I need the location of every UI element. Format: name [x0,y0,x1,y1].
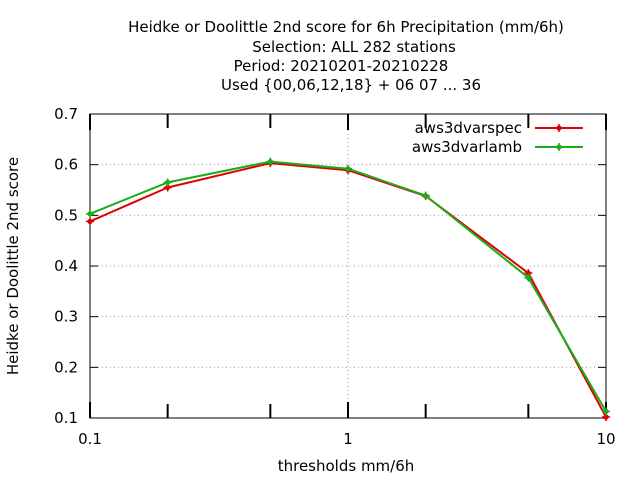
plot-frame [89,113,607,419]
x-tick-label: 10 [596,430,615,448]
x-tick-label: 1 [343,430,353,448]
y-tick-label: 0.7 [54,105,78,123]
x-tick-label: 0.1 [78,430,102,448]
data-point-aws3dvarlamb [344,164,352,173]
data-point-aws3dvarlamb [163,178,172,187]
data-point-aws3dvarlamb [86,209,94,218]
title-line-1: Heidke or Doolittle 2nd score for 6h Pre… [128,18,564,36]
y-tick-label: 0.4 [54,257,78,275]
legend-label-aws3dvarspec: aws3dvarspec [415,119,522,137]
chart-title: Heidke or Doolittle 2nd score for 6h Pre… [128,18,564,94]
data-point-aws3dvarlamb [421,191,430,200]
data-point-aws3dvarlamb [266,157,275,166]
y-tick-label: 0.3 [54,308,78,326]
title-line-2: Selection: ALL 282 stations [252,38,456,56]
y-axis-label: Heidke or Doolittle 2nd score [4,157,22,375]
series [86,157,610,421]
legend-label-aws3dvarlamb: aws3dvarlamb [412,138,522,156]
y-tick-label: 0.1 [54,409,78,427]
y-tick-label: 0.2 [54,358,78,376]
data-point-aws3dvarlamb [602,407,610,416]
title-line-4: Used {00,06,12,18} + 06 07 ... 36 [221,76,481,94]
legend-marker-aws3dvarspec [555,124,563,132]
y-tick-label: 0.5 [54,206,78,224]
title-line-3: Period: 20210201-20210228 [234,57,449,75]
data-point-aws3dvarspec [86,217,94,226]
x-axis-label: thresholds mm/6h [278,457,415,475]
tick-labels: 0.1 0.2 0.3 0.4 0.5 0.6 0.7 0.1 1 10 [54,105,615,448]
grid [90,114,606,418]
y-tick-label: 0.6 [54,156,78,174]
legend-marker-aws3dvarlamb [555,143,563,151]
data-point-aws3dvarlamb [524,273,533,282]
